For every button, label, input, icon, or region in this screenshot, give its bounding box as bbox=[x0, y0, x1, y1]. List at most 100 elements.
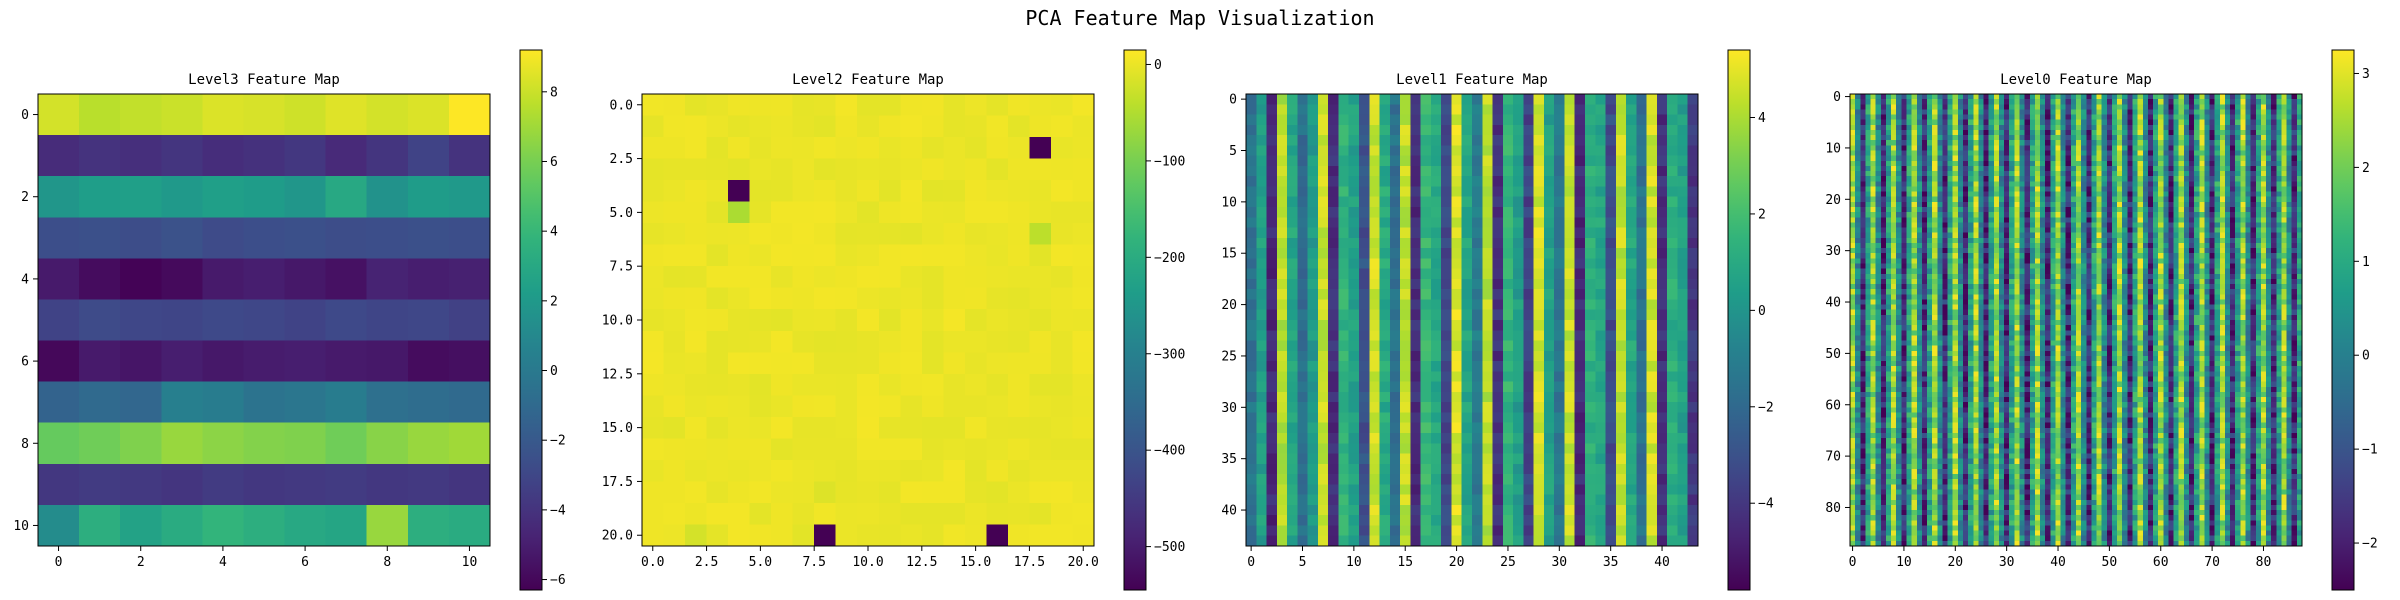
heatmap-cell bbox=[1307, 422, 1319, 434]
heatmap-cell bbox=[792, 94, 815, 117]
heatmap-cell bbox=[2091, 176, 2098, 182]
heatmap-cell bbox=[1983, 165, 1990, 172]
heatmap-cell bbox=[2137, 181, 2144, 188]
heatmap-cell bbox=[1369, 124, 1381, 136]
heatmap-cell bbox=[1677, 176, 1689, 188]
heatmap-cell bbox=[1595, 248, 1607, 259]
heatmap-cell bbox=[1901, 99, 1908, 105]
heatmap-cell bbox=[2271, 140, 2277, 146]
heatmap-cell bbox=[1885, 207, 1892, 213]
heatmap-cell bbox=[1870, 99, 1877, 105]
heatmap-cell bbox=[1885, 99, 1892, 105]
heatmap-cell bbox=[1677, 248, 1689, 259]
heatmap-cell bbox=[1927, 171, 1933, 177]
heatmap-cell bbox=[1348, 443, 1360, 455]
heatmap-cell bbox=[2163, 104, 2170, 111]
heatmap-cell bbox=[1916, 201, 1923, 208]
heatmap-cell bbox=[1585, 237, 1596, 249]
heatmap-cell bbox=[1461, 176, 1473, 188]
heatmap-cell bbox=[2050, 145, 2057, 152]
heatmap-cell bbox=[1029, 373, 1052, 396]
heatmap-cell bbox=[2055, 129, 2062, 136]
heatmap-cell bbox=[1880, 222, 1887, 229]
heatmap-cell bbox=[1554, 494, 1566, 506]
heatmap-cell bbox=[2286, 186, 2293, 193]
heatmap-cell bbox=[1636, 278, 1648, 290]
heatmap-cell bbox=[2070, 207, 2077, 213]
heatmap-cell bbox=[1865, 140, 1872, 146]
heatmap-cell bbox=[2255, 222, 2262, 229]
heatmap-cell bbox=[1906, 94, 1913, 100]
heatmap-cell bbox=[2235, 109, 2241, 116]
heatmap-cell bbox=[1626, 124, 1637, 136]
heatmap-cell bbox=[1870, 227, 1877, 234]
heatmap-cell bbox=[1952, 201, 1959, 208]
heatmap-cell bbox=[1850, 191, 1856, 198]
heatmap-cell bbox=[1646, 165, 1658, 177]
heatmap-cell bbox=[2034, 227, 2041, 234]
heatmap-cell bbox=[1359, 474, 1370, 485]
heatmap-cell bbox=[2281, 124, 2288, 131]
heatmap-cell bbox=[1595, 299, 1607, 311]
heatmap-cell bbox=[1533, 371, 1545, 383]
heatmap-cell bbox=[1687, 248, 1699, 259]
heatmap-cell bbox=[1348, 114, 1360, 126]
heatmap-cell bbox=[2117, 129, 2123, 136]
heatmap-cell bbox=[2065, 129, 2072, 136]
heatmap-cell bbox=[2260, 191, 2267, 198]
heatmap-cell bbox=[1513, 145, 1524, 157]
heatmap-cell bbox=[1246, 176, 1257, 188]
heatmap-cell bbox=[1502, 104, 1514, 116]
heatmap-cell bbox=[1636, 289, 1648, 301]
heatmap-cell bbox=[1615, 391, 1627, 403]
heatmap-cell bbox=[2122, 227, 2128, 234]
heatmap-cell bbox=[1348, 309, 1360, 321]
heatmap-cell bbox=[1502, 412, 1514, 424]
heatmap-cell bbox=[835, 115, 858, 138]
heatmap-cell bbox=[2065, 165, 2072, 172]
heatmap-cell bbox=[2178, 165, 2185, 172]
heatmap-cell bbox=[2189, 212, 2195, 218]
heatmap-cell bbox=[1029, 309, 1052, 332]
heatmap-cell bbox=[2122, 207, 2128, 213]
heatmap-cell bbox=[2260, 119, 2267, 126]
heatmap-cell bbox=[1400, 463, 1411, 475]
heatmap-cell bbox=[1328, 145, 1340, 157]
heatmap-cell bbox=[1927, 124, 1933, 131]
heatmap-cell bbox=[1389, 114, 1401, 126]
heatmap-cell bbox=[642, 352, 665, 375]
heatmap-cell bbox=[1993, 160, 2000, 167]
heatmap-cell bbox=[642, 115, 665, 138]
heatmap-cell bbox=[1256, 402, 1268, 414]
heatmap-cell bbox=[2178, 207, 2185, 213]
heatmap-cell bbox=[1957, 212, 1964, 218]
heatmap-cell bbox=[2266, 207, 2272, 213]
heatmap-cell bbox=[1287, 330, 1298, 342]
heatmap-cell bbox=[1317, 289, 1329, 301]
heatmap-cell bbox=[1451, 320, 1463, 331]
heatmap-cell bbox=[2260, 201, 2267, 208]
heatmap-cell bbox=[1410, 278, 1422, 290]
heatmap-cell bbox=[2173, 160, 2180, 167]
heatmap-cell bbox=[964, 373, 987, 396]
heatmap-cell bbox=[2024, 212, 2031, 218]
heatmap-cell bbox=[1317, 176, 1329, 188]
heatmap-cell bbox=[1615, 299, 1627, 311]
heatmap-cell bbox=[1297, 268, 1309, 280]
heatmap-cell bbox=[2173, 140, 2180, 146]
heatmap-cell bbox=[2168, 160, 2175, 167]
heatmap-cell bbox=[2111, 186, 2118, 193]
heatmap-cell bbox=[1947, 129, 1954, 136]
heatmap-cell bbox=[2158, 140, 2164, 146]
heatmap-cell bbox=[1554, 515, 1566, 527]
heatmap-cell bbox=[1656, 494, 1668, 506]
heatmap-cell bbox=[1615, 145, 1627, 157]
heatmap-cell bbox=[2163, 150, 2170, 157]
heatmap-cell bbox=[1482, 453, 1494, 465]
heatmap-cell bbox=[1636, 525, 1648, 537]
heatmap-cell bbox=[1901, 129, 1908, 136]
heatmap-cell bbox=[2111, 150, 2118, 157]
heatmap-cell bbox=[1246, 278, 1257, 290]
heatmap-cell bbox=[2029, 201, 2036, 208]
